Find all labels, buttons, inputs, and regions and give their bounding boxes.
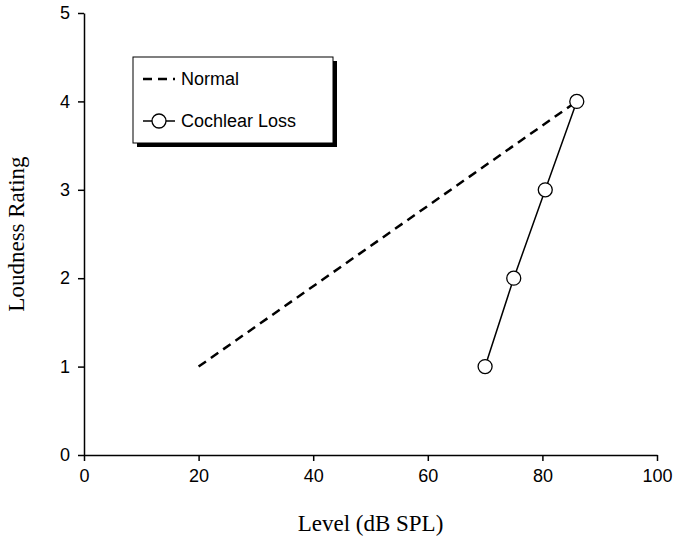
x-tick: 60: [418, 455, 438, 486]
chart: 0 20 40 60 80 100 0 1 2 3 4 5 Normal Cochlear Loss Lev…: [0, 0, 682, 549]
x-tick-mark: [198, 455, 200, 461]
y-tick-label: 1: [60, 357, 70, 377]
y-tick-label: 5: [60, 3, 70, 23]
y-tick-mark: [78, 190, 84, 192]
x-tick: 0: [79, 455, 89, 486]
legend: Normal Cochlear Loss: [133, 57, 337, 147]
x-tick: 100: [642, 455, 672, 486]
y-tick-label: 4: [60, 92, 70, 112]
x-tick-mark: [428, 455, 430, 461]
x-tick: 20: [189, 455, 209, 486]
series-marker: [538, 183, 552, 197]
y-tick-label: 3: [60, 180, 70, 200]
y-tick-label: 2: [60, 268, 70, 288]
x-tick-label: 0: [79, 466, 89, 486]
x-axis-line: [85, 455, 658, 457]
y-tick-mark: [78, 13, 84, 15]
y-tick: 2: [60, 268, 84, 288]
y-tick: 3: [60, 180, 84, 200]
y-tick-mark: [78, 278, 84, 280]
x-tick-label: 40: [304, 466, 324, 486]
y-tick-mark: [78, 455, 84, 457]
legend-box: [133, 57, 333, 143]
y-tick: 4: [60, 92, 84, 112]
x-axis-title: Level (dB SPL): [298, 511, 444, 536]
plot: 0 20 40 60 80 100 0 1 2 3 4 5 Normal Cochlear Loss: [60, 3, 673, 486]
legend-marker: [152, 114, 166, 128]
y-axis-line: [84, 14, 86, 456]
y-tick-mark: [78, 366, 84, 368]
y-axis: 0 1 2 3 4 5: [60, 3, 85, 465]
x-tick: 40: [304, 455, 324, 486]
series-marker: [570, 94, 584, 108]
legend-line: [143, 78, 175, 81]
x-tick-mark: [657, 455, 659, 461]
y-tick: 0: [60, 445, 84, 465]
y-tick: 5: [60, 3, 84, 23]
x-tick-mark: [313, 455, 315, 461]
x-tick-label: 60: [418, 466, 438, 486]
y-tick-mark: [78, 101, 84, 103]
series-line: [485, 101, 577, 366]
x-tick: 80: [533, 455, 553, 486]
legend-label: Cochlear Loss: [181, 111, 296, 131]
y-axis-title: Loudness Rating: [4, 156, 29, 312]
x-tick-label: 20: [189, 466, 209, 486]
series-marker: [478, 360, 492, 374]
x-tick-mark: [542, 455, 544, 461]
y-tick-label: 0: [60, 445, 70, 465]
x-tick-label: 80: [533, 466, 553, 486]
x-axis: 0 20 40 60 80 100: [79, 455, 672, 486]
y-tick: 1: [60, 357, 84, 377]
x-tick-label: 100: [642, 466, 672, 486]
legend-label: Normal: [181, 69, 239, 89]
series-marker: [507, 271, 521, 285]
